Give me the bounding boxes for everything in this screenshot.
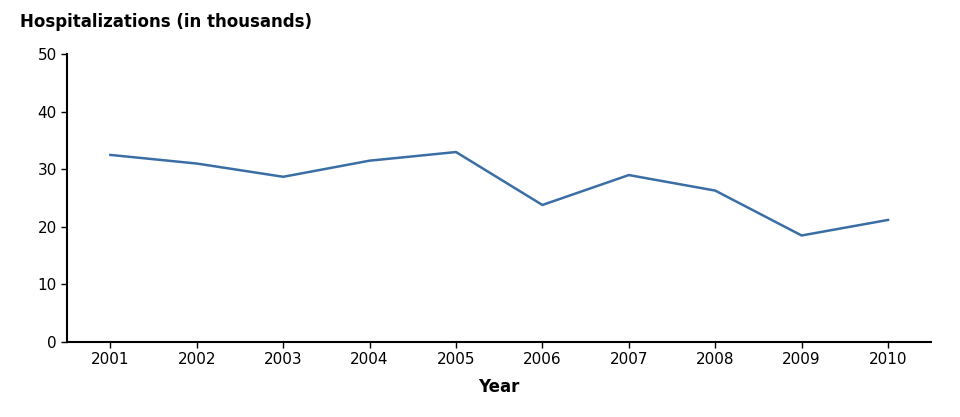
X-axis label: Year: Year (478, 379, 520, 397)
Text: Hospitalizations (in thousands): Hospitalizations (in thousands) (20, 13, 312, 31)
